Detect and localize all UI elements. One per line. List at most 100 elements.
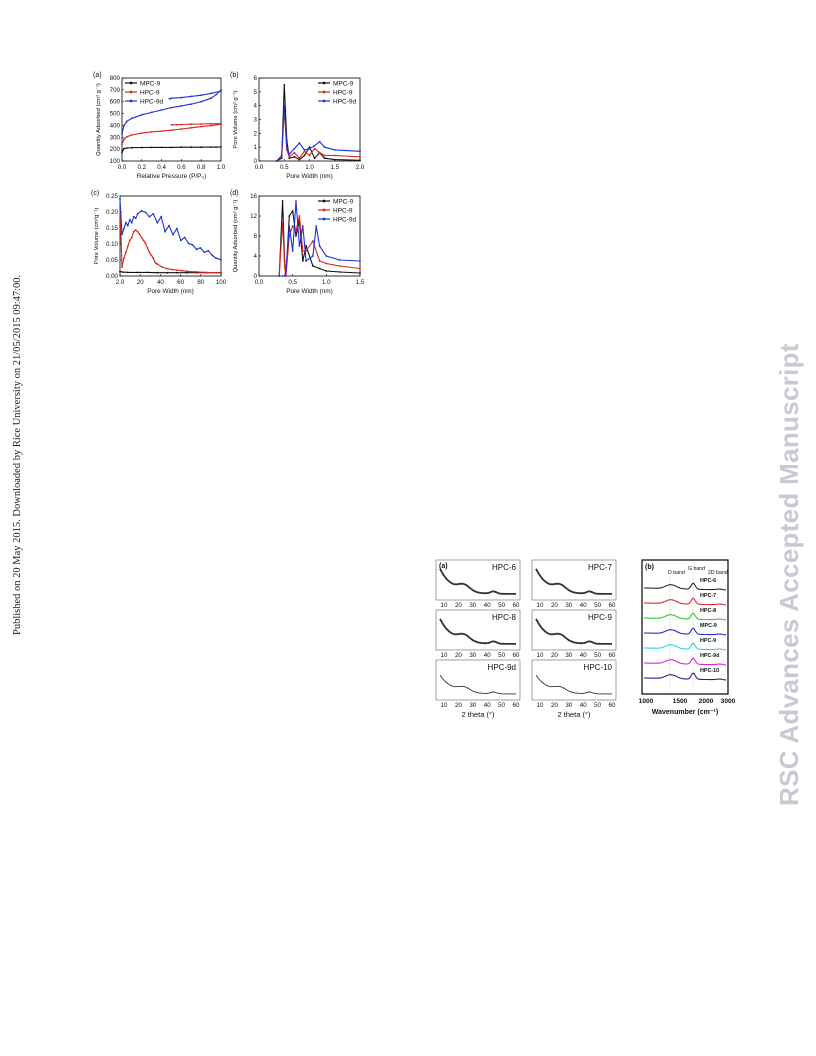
data-point: [160, 146, 163, 149]
data-point: [200, 100, 203, 103]
data-point: [160, 215, 163, 218]
panel-label: (d): [230, 190, 239, 197]
plot-frame: [119, 195, 222, 277]
data-point: [166, 267, 169, 270]
y-tick-label: 5: [254, 89, 258, 96]
y-axis-label: Quantity Adsorbed (cm³ g⁻¹): [96, 83, 102, 156]
xrd-curve: [439, 674, 517, 695]
y-tick-label: 800: [110, 75, 121, 82]
x-tick-label: 20: [551, 702, 558, 709]
xrd-panel: HPC-10 10 20 30 40 50 60: [531, 659, 617, 709]
data-point: [293, 151, 296, 154]
data-point: [359, 150, 361, 153]
x-tick-label: 100: [216, 279, 227, 286]
data-point: [305, 260, 307, 262]
legend-marker: [322, 217, 326, 221]
panel-label: (a): [93, 72, 102, 79]
x-tick-label: 1.0: [322, 279, 331, 286]
data-point: [323, 146, 326, 149]
x-tick-label: 60: [513, 652, 520, 659]
data-point: [180, 146, 183, 149]
raman-spectrum: [644, 612, 727, 621]
data-point: [333, 154, 336, 157]
xrd-curve: [439, 618, 516, 645]
data-point: [359, 267, 361, 270]
x-tick-label: 30: [469, 652, 476, 659]
x-tick-label: 20: [455, 602, 462, 609]
data-point: [318, 140, 321, 143]
xrd-curve: [439, 568, 516, 595]
data-point: [303, 149, 306, 151]
data-point: [288, 157, 291, 160]
data-point: [128, 239, 131, 242]
data-point: [170, 106, 173, 109]
data-point: [220, 146, 222, 148]
x-axis-label: Pore Width (nm): [147, 288, 194, 295]
data-point: [164, 230, 167, 233]
data-point: [172, 233, 174, 236]
data-point: [140, 236, 143, 239]
data-point: [156, 221, 159, 224]
data-point: [338, 271, 341, 273]
data-point: [313, 147, 316, 150]
data-point: [280, 154, 283, 157]
data-point: [180, 96, 183, 99]
raman-spectrum: [644, 672, 727, 681]
x-tick-label: 40: [484, 602, 491, 609]
data-point: [168, 97, 171, 100]
y-tick-label: 700: [110, 87, 121, 94]
legend-marker: [322, 81, 326, 85]
x-tick-label: 50: [498, 652, 505, 659]
band-label: D band: [668, 570, 685, 576]
legend-label: MPC-9: [140, 80, 161, 87]
data-point: [220, 272, 222, 274]
y-tick-label: 100: [110, 158, 121, 165]
data-point: [210, 97, 213, 100]
data-point: [152, 257, 155, 260]
x-tick-label: 1.5: [356, 279, 365, 286]
x-tick-label: 60: [609, 602, 616, 609]
raman-sample-label: HPC-9d: [700, 653, 719, 659]
data-point: [303, 154, 306, 157]
data-point: [123, 147, 125, 150]
legend-marker: [322, 90, 326, 94]
data-point: [171, 268, 173, 271]
band-label: G band: [688, 566, 705, 572]
y-tick-label: 300: [110, 134, 121, 141]
x-tick-label: 0.0: [118, 164, 127, 171]
data-point: [333, 158, 336, 161]
data-point: [295, 235, 297, 237]
y-axis-label: Pore Volume (cm³g⁻¹): [94, 208, 100, 265]
data-point: [205, 271, 208, 274]
data-point: [298, 215, 301, 217]
data-point: [161, 266, 164, 268]
data-point: [291, 210, 294, 212]
x-tick-label: 30: [565, 652, 572, 659]
series-line: [279, 200, 361, 277]
data-point: [131, 117, 133, 120]
data-point: [123, 124, 125, 127]
y-tick-label: 8: [254, 233, 258, 240]
x-tick-label: 60: [513, 702, 520, 709]
x-tick-label: 10: [537, 702, 544, 709]
legend-label: HPC-9d: [140, 98, 164, 105]
data-point: [308, 146, 311, 149]
data-point: [176, 269, 178, 271]
panel-label: (c): [91, 190, 99, 197]
data-point: [122, 271, 124, 273]
series-line: [276, 105, 361, 162]
xrd-frame: [531, 659, 617, 701]
data-point: [301, 260, 304, 262]
xrd-panel: HPC-8 10 20 30 40 50 60: [435, 609, 521, 659]
data-point: [283, 265, 286, 267]
data-point: [315, 225, 318, 227]
data-point: [138, 233, 141, 236]
data-point: [121, 132, 123, 135]
xrd-sample-label: HPC-10: [584, 663, 613, 672]
data-point: [295, 200, 297, 202]
data-point: [142, 239, 145, 242]
x-tick-label: 0.5: [280, 164, 289, 171]
data-point: [325, 262, 328, 265]
xrd-curve: [535, 674, 613, 695]
x-tick-label: 50: [498, 702, 505, 709]
